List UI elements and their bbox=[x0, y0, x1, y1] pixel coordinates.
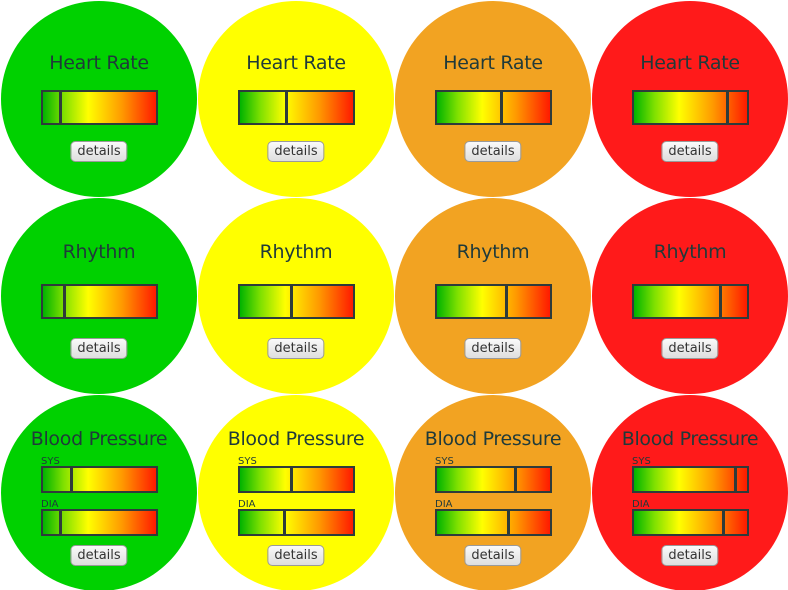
dia-label: DIA bbox=[41, 499, 59, 510]
metric-title: Rhythm bbox=[259, 241, 333, 263]
level-gauge bbox=[41, 284, 158, 319]
status-circle-heart-rate: Heart Rate details bbox=[198, 1, 394, 197]
metric-title: Blood Pressure bbox=[621, 428, 759, 450]
dia-gauge bbox=[435, 509, 552, 536]
metric-title: Heart Rate bbox=[246, 52, 346, 74]
dia-label: DIA bbox=[238, 499, 256, 510]
sys-label: SYS bbox=[435, 456, 454, 467]
sys-gauge bbox=[238, 466, 355, 493]
details-button[interactable]: details bbox=[70, 141, 128, 162]
sys-label: SYS bbox=[632, 456, 651, 467]
level-gauge-marker bbox=[289, 285, 293, 318]
level-gauge-marker bbox=[500, 91, 504, 124]
level-gauge-marker bbox=[63, 285, 67, 318]
status-circle-rhythm: Rhythm details bbox=[395, 198, 591, 394]
level-gauge bbox=[41, 90, 158, 125]
level-gauge-marker bbox=[504, 285, 508, 318]
sys-gauge-marker bbox=[513, 467, 517, 492]
dia-label: DIA bbox=[632, 499, 650, 510]
sys-gauge-marker bbox=[289, 467, 293, 492]
metric-title: Rhythm bbox=[62, 241, 136, 263]
metric-title: Blood Pressure bbox=[227, 428, 365, 450]
status-circle-heart-rate: Heart Rate details bbox=[592, 1, 788, 197]
status-circle-blood-pressure: Blood Pressure SYS DIA details bbox=[1, 395, 197, 590]
metric-title: Rhythm bbox=[653, 241, 727, 263]
status-circle-blood-pressure: Blood Pressure SYS DIA details bbox=[198, 395, 394, 590]
status-circle-heart-rate: Heart Rate details bbox=[1, 1, 197, 197]
dia-gauge bbox=[238, 509, 355, 536]
status-circle-rhythm: Rhythm details bbox=[198, 198, 394, 394]
dia-gauge-marker bbox=[722, 510, 726, 535]
dia-gauge bbox=[632, 509, 749, 536]
details-button[interactable]: details bbox=[464, 338, 522, 359]
details-button[interactable]: details bbox=[661, 338, 719, 359]
metric-title: Rhythm bbox=[456, 241, 530, 263]
sys-gauge bbox=[41, 466, 158, 493]
details-button[interactable]: details bbox=[661, 141, 719, 162]
level-gauge-marker bbox=[725, 91, 729, 124]
details-button[interactable]: details bbox=[70, 338, 128, 359]
sys-label: SYS bbox=[238, 456, 257, 467]
details-button[interactable]: details bbox=[267, 545, 325, 566]
details-button[interactable]: details bbox=[70, 545, 128, 566]
metric-title: Heart Rate bbox=[49, 52, 149, 74]
status-circle-rhythm: Rhythm details bbox=[1, 198, 197, 394]
dia-gauge-marker bbox=[507, 510, 511, 535]
level-gauge-marker bbox=[285, 91, 289, 124]
level-gauge-marker bbox=[718, 285, 722, 318]
dia-gauge bbox=[41, 509, 158, 536]
metric-title: Blood Pressure bbox=[424, 428, 562, 450]
level-gauge bbox=[435, 284, 552, 319]
status-circle-rhythm: Rhythm details bbox=[592, 198, 788, 394]
sys-gauge-marker bbox=[70, 467, 74, 492]
metric-title: Heart Rate bbox=[443, 52, 543, 74]
level-gauge bbox=[632, 284, 749, 319]
sys-gauge bbox=[435, 466, 552, 493]
status-circle-heart-rate: Heart Rate details bbox=[395, 1, 591, 197]
metric-title: Heart Rate bbox=[640, 52, 740, 74]
metric-title: Blood Pressure bbox=[30, 428, 168, 450]
details-button[interactable]: details bbox=[267, 338, 325, 359]
sys-gauge-marker bbox=[733, 467, 737, 492]
status-circle-blood-pressure: Blood Pressure SYS DIA details bbox=[592, 395, 788, 590]
sys-label: SYS bbox=[41, 456, 60, 467]
status-circle-blood-pressure: Blood Pressure SYS DIA details bbox=[395, 395, 591, 590]
level-gauge bbox=[632, 90, 749, 125]
dia-gauge-marker bbox=[283, 510, 287, 535]
details-button[interactable]: details bbox=[661, 545, 719, 566]
details-button[interactable]: details bbox=[464, 141, 522, 162]
details-button[interactable]: details bbox=[464, 545, 522, 566]
dia-label: DIA bbox=[435, 499, 453, 510]
details-button[interactable]: details bbox=[267, 141, 325, 162]
level-gauge bbox=[238, 90, 355, 125]
level-gauge bbox=[435, 90, 552, 125]
level-gauge-marker bbox=[58, 91, 62, 124]
level-gauge bbox=[238, 284, 355, 319]
dia-gauge-marker bbox=[58, 510, 62, 535]
sys-gauge bbox=[632, 466, 749, 493]
